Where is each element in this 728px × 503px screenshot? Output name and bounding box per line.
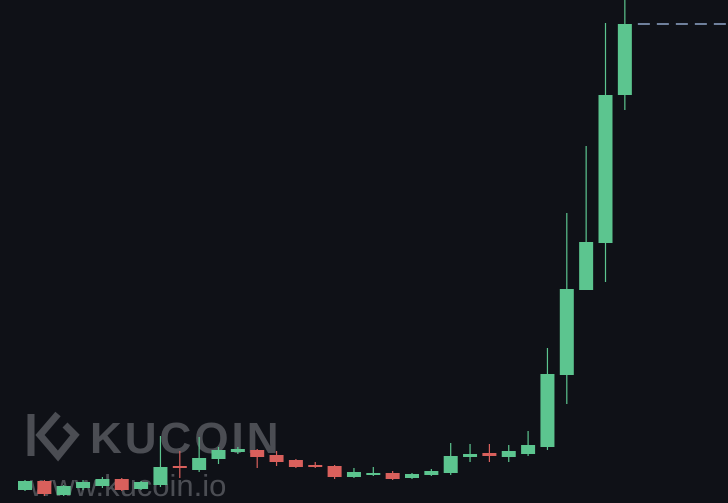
- candle-body: [463, 454, 478, 457]
- candle-body: [559, 289, 574, 375]
- candle-body: [37, 481, 52, 494]
- candle-body: [443, 456, 458, 473]
- candle-body: [521, 445, 536, 454]
- candle-body: [308, 465, 323, 467]
- candle-body: [617, 24, 632, 95]
- candle-body: [18, 481, 32, 490]
- watermark-logo: [27, 411, 80, 462]
- candle-body: [230, 449, 245, 452]
- watermark: KUCOIN: [90, 414, 282, 463]
- candle-body: [76, 482, 91, 488]
- candle-body: [56, 486, 71, 495]
- candle-body: [482, 453, 497, 456]
- candle-body: [153, 467, 168, 485]
- candles: [18, 0, 728, 496]
- candle-body: [405, 474, 419, 478]
- candle-body: [192, 458, 207, 470]
- candle-body: [579, 242, 594, 290]
- candle-body: [172, 466, 187, 468]
- candle-body: [211, 450, 226, 459]
- candle-body: [346, 472, 361, 477]
- candle-body: [95, 479, 110, 486]
- candle-body: [327, 466, 342, 477]
- candle-body: [250, 450, 265, 457]
- candle-body: [288, 460, 303, 467]
- candle-body: [385, 473, 400, 479]
- candle-body: [424, 471, 439, 475]
- candle-body: [134, 482, 149, 489]
- candle-body: [598, 95, 613, 243]
- candle-body: [501, 451, 516, 457]
- candle-body: [114, 479, 129, 490]
- candle-body: [366, 473, 381, 475]
- candle-body: [540, 374, 555, 447]
- candle-body: [269, 455, 284, 462]
- logo-mark: [35, 411, 80, 462]
